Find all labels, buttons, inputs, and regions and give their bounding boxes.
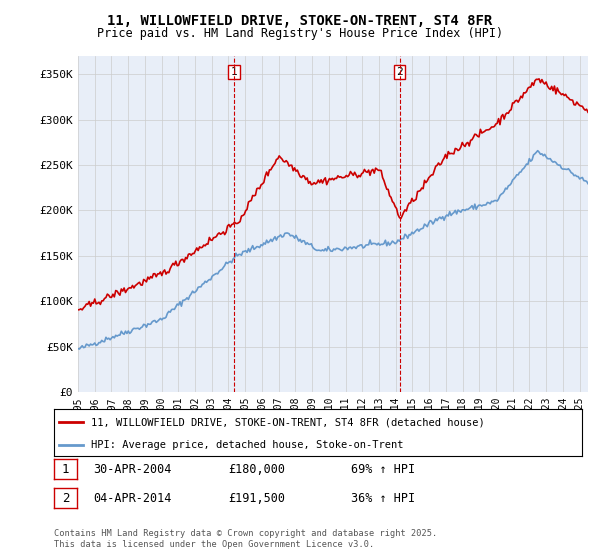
Text: 04-APR-2014: 04-APR-2014	[93, 492, 172, 505]
Text: 1: 1	[62, 463, 69, 476]
Text: HPI: Average price, detached house, Stoke-on-Trent: HPI: Average price, detached house, Stok…	[91, 440, 403, 450]
Text: 2: 2	[62, 492, 69, 505]
Text: 11, WILLOWFIELD DRIVE, STOKE-ON-TRENT, ST4 8FR (detached house): 11, WILLOWFIELD DRIVE, STOKE-ON-TRENT, S…	[91, 417, 485, 427]
Text: 36% ↑ HPI: 36% ↑ HPI	[351, 492, 415, 505]
Text: 11, WILLOWFIELD DRIVE, STOKE-ON-TRENT, ST4 8FR: 11, WILLOWFIELD DRIVE, STOKE-ON-TRENT, S…	[107, 14, 493, 28]
Text: £180,000: £180,000	[228, 463, 285, 476]
Text: 2: 2	[397, 67, 403, 77]
Text: Contains HM Land Registry data © Crown copyright and database right 2025.
This d: Contains HM Land Registry data © Crown c…	[54, 529, 437, 549]
Text: 69% ↑ HPI: 69% ↑ HPI	[351, 463, 415, 476]
Text: 1: 1	[230, 67, 238, 77]
Text: £191,500: £191,500	[228, 492, 285, 505]
Text: Price paid vs. HM Land Registry's House Price Index (HPI): Price paid vs. HM Land Registry's House …	[97, 27, 503, 40]
Text: 30-APR-2004: 30-APR-2004	[93, 463, 172, 476]
